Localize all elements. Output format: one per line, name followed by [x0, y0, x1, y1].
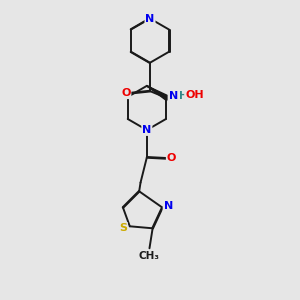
- Text: H: H: [178, 92, 188, 101]
- Text: CH₃: CH₃: [139, 251, 160, 261]
- Text: O: O: [167, 153, 176, 164]
- Text: S: S: [119, 223, 127, 233]
- Text: N: N: [142, 125, 152, 135]
- Text: N: N: [169, 92, 178, 101]
- Polygon shape: [147, 86, 169, 101]
- Polygon shape: [166, 92, 186, 98]
- Text: N: N: [164, 202, 173, 212]
- Text: N: N: [146, 14, 154, 24]
- Text: O: O: [121, 88, 130, 98]
- Text: OH: OH: [185, 90, 204, 100]
